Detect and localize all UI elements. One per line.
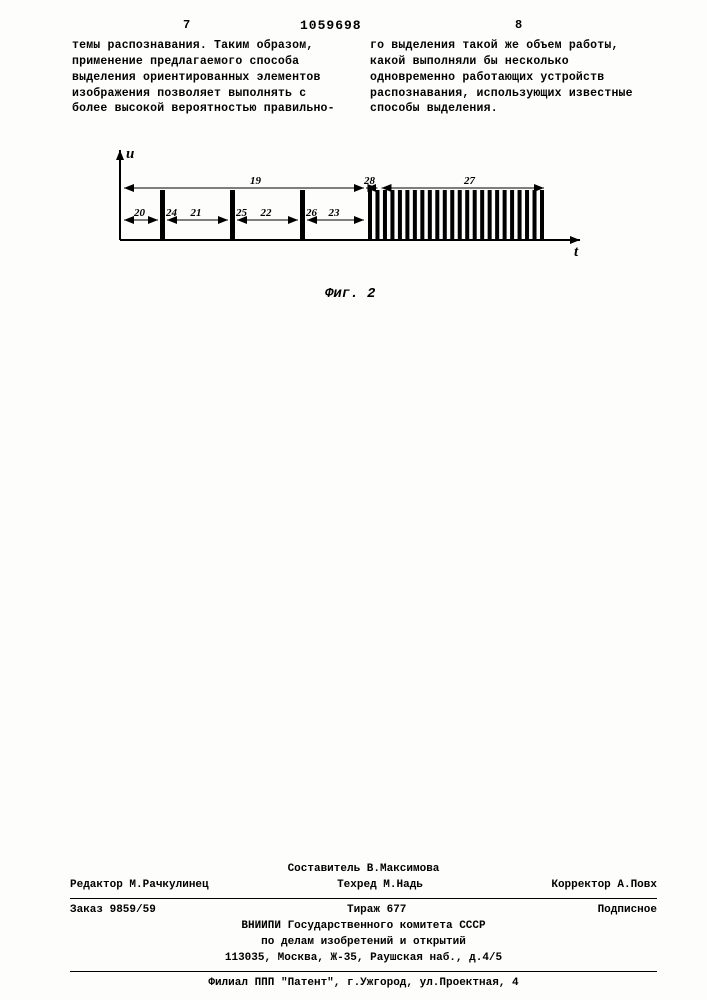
compiler-line: Составитель В.Максимова	[70, 862, 657, 878]
figure-caption: Фиг. 2	[325, 286, 375, 302]
techred: Техред М.Надь	[337, 878, 423, 894]
order: Заказ 9859/59	[70, 903, 156, 919]
svg-text:21: 21	[190, 207, 202, 219]
svg-text:22: 22	[260, 207, 273, 219]
order-row: Заказ 9859/59 Тираж 677 Подписное	[70, 903, 657, 919]
svg-text:u: u	[126, 146, 134, 162]
page-number-right: 8	[515, 18, 522, 32]
figure-2: ut19282720242125222623 Фиг. 2	[100, 140, 600, 300]
sub: Подписное	[598, 903, 657, 919]
address1: 113035, Москва, Ж-35, Раушская наб., д.4…	[70, 951, 657, 967]
page-number-left: 7	[183, 18, 190, 32]
org2: по делам изобретений и открытий	[70, 935, 657, 951]
corrector: Корректор А.Повх	[551, 878, 657, 894]
org1: ВНИИПИ Государственного комитета СССР	[70, 919, 657, 935]
svg-text:28: 28	[363, 175, 376, 187]
editor-row: Редактор М.Рачкулинец Техред М.Надь Корр…	[70, 878, 657, 894]
divider-1	[70, 898, 657, 899]
column-right: го выделения такой же объем работы, како…	[370, 38, 640, 117]
svg-text:27: 27	[463, 175, 476, 187]
filial: Филиал ППП "Патент", г.Ужгород, ул.Проек…	[70, 976, 657, 992]
footer-block: Составитель В.Максимова Редактор М.Рачку…	[70, 862, 657, 992]
editor: Редактор М.Рачкулинец	[70, 878, 209, 894]
svg-text:t: t	[574, 244, 579, 260]
divider-2	[70, 971, 657, 972]
document-number: 1059698	[300, 18, 362, 33]
column-left: темы распознавания. Таким образом, приме…	[72, 38, 342, 117]
svg-text:19: 19	[250, 175, 262, 187]
svg-text:23: 23	[328, 207, 341, 219]
tirazh: Тираж 677	[347, 903, 406, 919]
svg-text:20: 20	[133, 207, 146, 219]
timing-diagram: ut19282720242125222623	[100, 140, 600, 280]
